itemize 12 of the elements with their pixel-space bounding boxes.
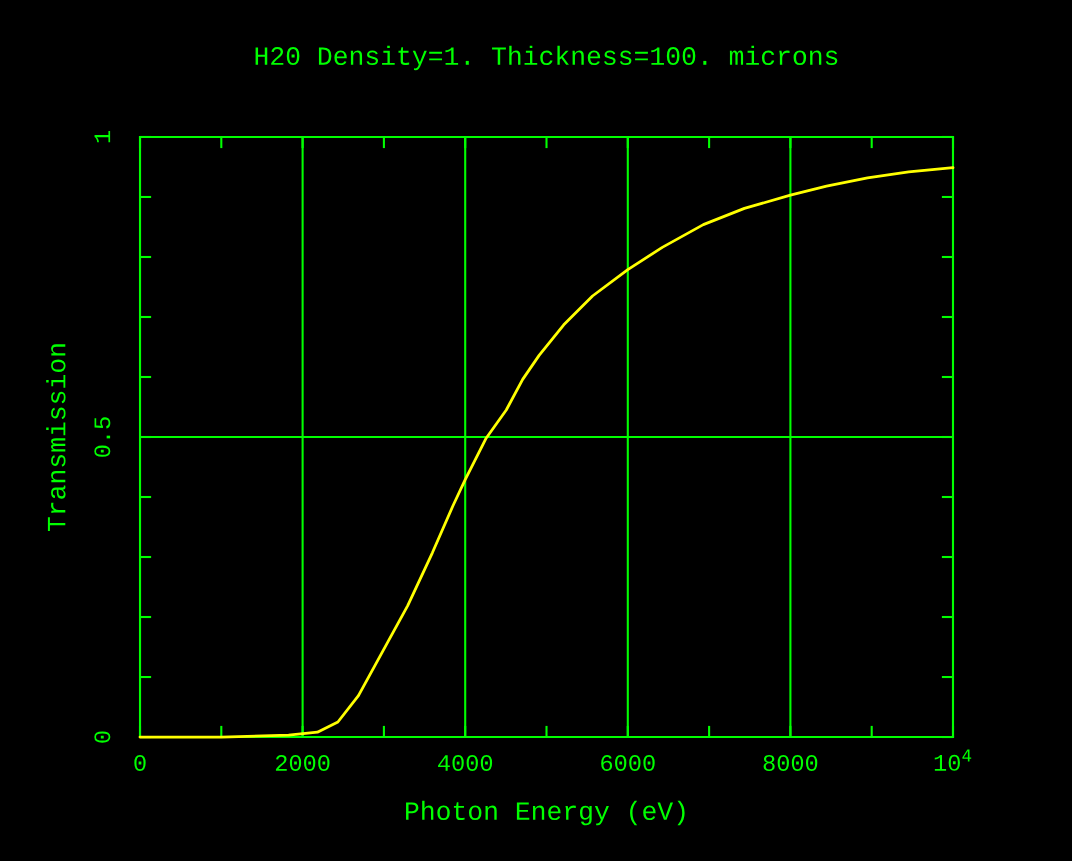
chart-title: H20 Density=1. Thickness=100. microns	[255, 45, 838, 71]
x-tick-label: 4000	[438, 755, 493, 772]
x-tick-label: 6000	[601, 755, 655, 772]
y-tick-label: 0.5	[94, 417, 111, 457]
y-axis-title: Transmission	[46, 344, 66, 532]
x-tick-label: 10$^{4}$	[934, 749, 972, 771]
y-tick-label: 1	[94, 131, 111, 143]
x-axis-title: Photon Energy (eV)	[406, 800, 685, 826]
x-tick-label: 2000	[275, 755, 330, 772]
x-tick-label: 0	[134, 755, 146, 772]
x-tick-label: 8000	[763, 755, 818, 772]
y-tick-label: 0	[94, 731, 111, 743]
